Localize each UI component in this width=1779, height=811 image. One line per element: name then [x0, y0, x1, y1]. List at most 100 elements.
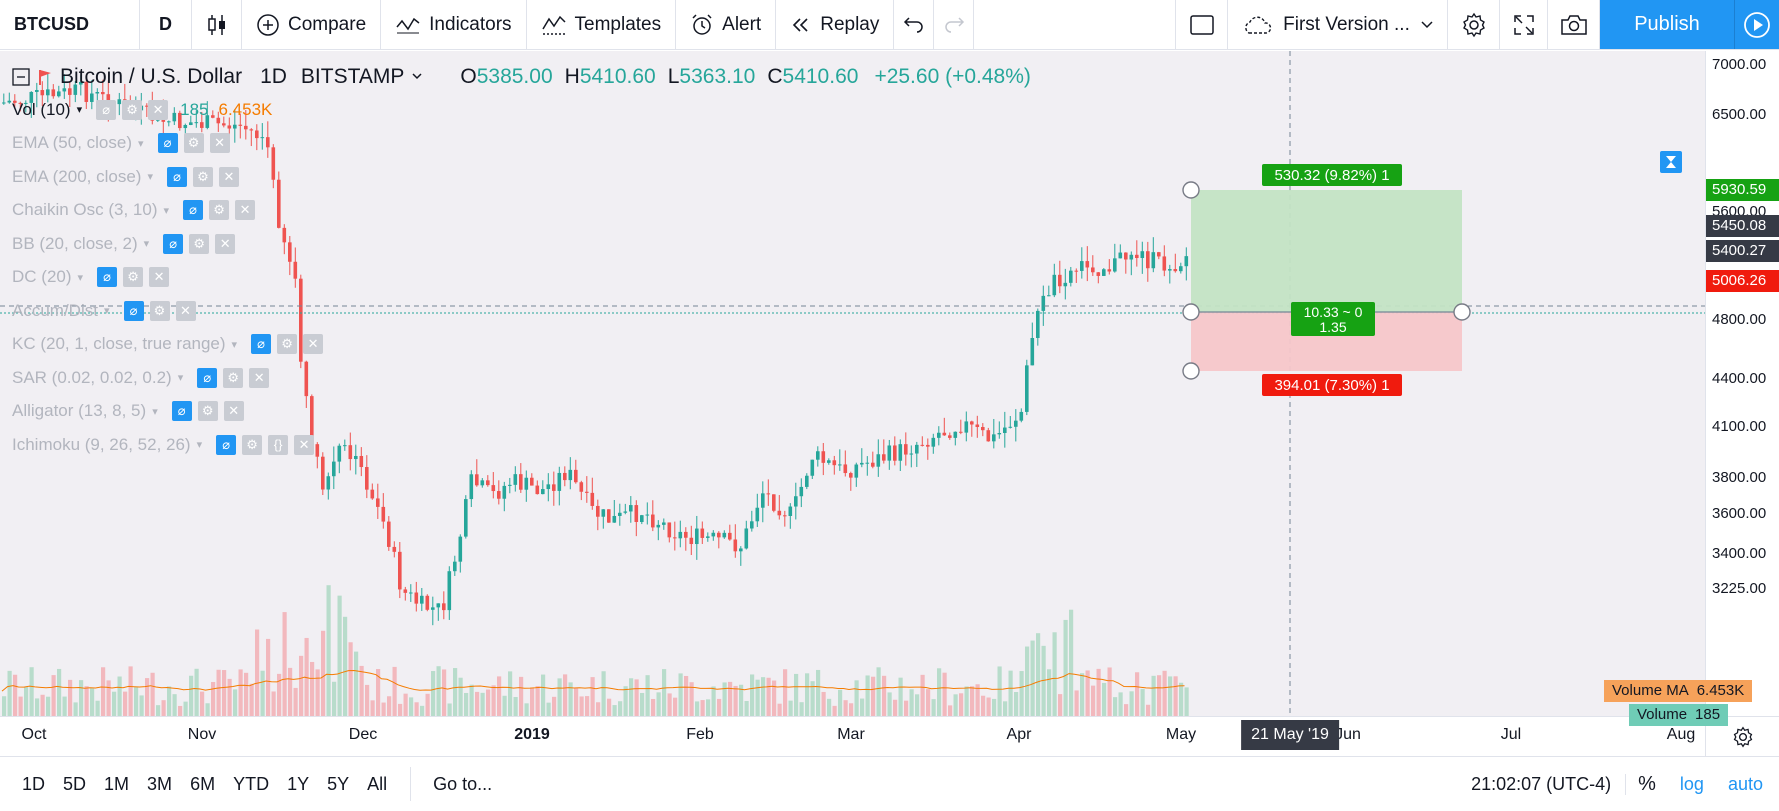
gear-icon[interactable]: ⚙ — [189, 233, 210, 254]
eye-icon[interactable]: ⌀ — [197, 367, 218, 388]
gear-icon[interactable]: ⚙ — [277, 334, 298, 355]
indicator-legend-row[interactable]: DC (20) ▾ ⌀ ⚙ ✕ — [12, 261, 1031, 295]
indicators-button[interactable]: Indicators — [381, 0, 527, 49]
gear-icon[interactable]: ⚙ — [197, 401, 218, 422]
auto-scale-toggle[interactable]: auto — [1727, 773, 1763, 794]
gear-icon[interactable]: ⚙ — [122, 99, 143, 120]
volume-legend[interactable]: Vol (10) ▾ ⌀ ⚙ ✕ 185 6.453K — [12, 99, 273, 120]
gear-icon[interactable]: ⚙ — [149, 300, 170, 321]
stop-handle[interactable] — [1182, 362, 1200, 380]
eye-icon[interactable]: ⌀ — [96, 99, 117, 120]
eye-icon[interactable]: ⌀ — [251, 334, 272, 355]
eye-icon[interactable]: ⌀ — [157, 133, 178, 154]
close-icon[interactable]: ✕ — [175, 300, 196, 321]
chevron-down-icon[interactable]: ▾ — [138, 137, 144, 150]
range-button[interactable]: 5Y — [327, 773, 350, 794]
range-button[interactable]: 3M — [147, 773, 173, 794]
fullscreen-button[interactable] — [1500, 0, 1548, 49]
eye-icon[interactable]: ⌀ — [183, 200, 204, 221]
target-zone[interactable] — [1191, 190, 1462, 312]
snapshot-button[interactable] — [1548, 0, 1600, 49]
close-icon[interactable]: ✕ — [218, 166, 239, 187]
chevron-down-icon[interactable]: ▾ — [143, 238, 150, 251]
compare-button[interactable]: Compare — [242, 0, 382, 49]
goto-date-button[interactable]: Go to... — [433, 773, 493, 794]
go-live-button[interactable] — [1735, 0, 1779, 49]
undo-button[interactable] — [894, 0, 935, 49]
close-icon[interactable]: ✕ — [209, 133, 230, 154]
close-icon[interactable]: ✕ — [303, 334, 324, 355]
indicator-legend-row[interactable]: Alligator (13, 8, 5) ▾ ⌀ ⚙ ✕ — [12, 395, 1031, 429]
chevron-down-icon[interactable]: ▾ — [103, 305, 110, 318]
gear-icon[interactable]: ⚙ — [209, 200, 230, 221]
indicator-legend-row[interactable]: SAR (0.02, 0.02, 0.2) ▾ ⌀ ⚙ ✕ — [12, 361, 1031, 395]
close-icon[interactable]: ✕ — [148, 99, 169, 120]
layout-menu-button[interactable]: First Version ... — [1228, 0, 1448, 49]
templates-button[interactable]: Templates — [527, 0, 677, 49]
fullscreen-select-button[interactable] — [1176, 0, 1228, 49]
chevron-down-icon[interactable]: ▾ — [77, 271, 84, 284]
eye-icon[interactable]: ⌀ — [166, 166, 187, 187]
settings-button[interactable] — [1448, 0, 1500, 49]
eye-icon[interactable]: ⌀ — [171, 401, 192, 422]
chevron-down-icon[interactable]: ▾ — [163, 204, 170, 217]
chevron-down-icon[interactable]: ▾ — [147, 171, 153, 184]
entry-handle[interactable] — [1182, 303, 1200, 321]
indicator-legend-row[interactable]: KC (20, 1, close, true range) ▾ ⌀ ⚙ ✕ — [12, 328, 1031, 362]
gear-icon[interactable]: ⚙ — [223, 367, 244, 388]
close-icon[interactable]: ✕ — [249, 367, 270, 388]
hourglass-icon[interactable] — [1660, 151, 1682, 173]
close-icon[interactable]: ✕ — [149, 267, 170, 288]
gear-icon[interactable]: ⚙ — [123, 267, 144, 288]
range-button[interactable]: 5D — [63, 773, 87, 794]
close-icon[interactable]: ✕ — [235, 200, 256, 221]
gear-icon[interactable]: ⚙ — [242, 434, 263, 455]
clock-timezone[interactable]: 21:02:07 (UTC-4) — [1457, 773, 1627, 795]
range-button[interactable]: 1D — [22, 773, 46, 794]
close-icon[interactable]: ✕ — [215, 233, 236, 254]
eye-icon[interactable]: ⌀ — [97, 267, 118, 288]
close-icon[interactable]: ✕ — [223, 401, 244, 422]
gear-icon[interactable]: ⚙ — [192, 166, 213, 187]
width-handle[interactable] — [1453, 303, 1471, 321]
indicator-legend-row[interactable]: BB (20, close, 2) ▾ ⌀ ⚙ ✕ — [12, 227, 1031, 261]
target-handle[interactable] — [1182, 181, 1200, 199]
candle-body — [992, 434, 996, 442]
redo-button[interactable] — [934, 0, 975, 49]
replay-button[interactable]: Replay — [776, 0, 895, 49]
main-series-legend[interactable]: Bitcoin / U.S. Dollar 1D BITSTAMP O5385.… — [12, 61, 1031, 93]
source-code-icon[interactable]: {} — [268, 434, 289, 455]
indicator-legend-row[interactable]: Ichimoku (9, 26, 52, 26) ▾ ⌀ ⚙{} ✕ — [12, 428, 1031, 462]
chevron-down-icon[interactable]: ▾ — [152, 405, 158, 418]
chevron-down-icon[interactable]: ▾ — [231, 338, 238, 351]
eye-icon[interactable]: ⌀ — [216, 434, 237, 455]
price-scale[interactable]: 7000.00 6500.00 5600.00 4800.00 4400.00 4100.… — [1705, 51, 1779, 716]
indicator-legend-row[interactable]: EMA (50, close) ▾ ⌀ ⚙ ✕ — [12, 127, 1031, 161]
range-button[interactable]: 1M — [104, 773, 130, 794]
interval-button[interactable]: D — [140, 0, 192, 49]
alert-button[interactable]: Alert — [676, 0, 777, 49]
price-chart[interactable]: 530.32 (9.82%) 1 10.33 ~ 0 1.35 394.01 (… — [0, 51, 1705, 716]
gear-icon[interactable]: ⚙ — [183, 133, 204, 154]
indicator-legend-row[interactable]: Accum/Dist ▾ ⌀ ⚙ ✕ — [12, 294, 1031, 328]
chevron-down-icon[interactable] — [412, 73, 422, 81]
eye-icon[interactable]: ⌀ — [163, 233, 184, 254]
chevron-down-icon[interactable]: ▾ — [177, 372, 184, 385]
range-button[interactable]: All — [367, 773, 388, 794]
percent-scale-toggle[interactable]: % — [1638, 772, 1656, 795]
symbol-search-button[interactable]: BTCUSD — [0, 0, 140, 49]
indicator-legend-row[interactable]: EMA (200, close) ▾ ⌀ ⚙ ✕ — [12, 160, 1031, 194]
collapse-icon[interactable] — [12, 68, 30, 86]
indicator-legend-row[interactable]: Chaikin Osc (3, 10) ▾ ⌀ ⚙ ✕ — [12, 194, 1031, 228]
chevron-down-icon[interactable]: ▾ — [196, 439, 203, 452]
chart-style-button[interactable] — [192, 0, 242, 49]
eye-icon[interactable]: ⌀ — [123, 300, 144, 321]
publish-button[interactable]: Publish — [1600, 0, 1735, 49]
range-button[interactable]: 6M — [190, 773, 216, 794]
close-icon[interactable]: ✕ — [294, 434, 315, 455]
log-scale-toggle[interactable]: log — [1679, 773, 1704, 794]
range-button[interactable]: 1Y — [287, 773, 310, 794]
chart-pane[interactable]: 530.32 (9.82%) 1 10.33 ~ 0 1.35 394.01 (… — [0, 51, 1705, 716]
range-button[interactable]: YTD — [233, 773, 270, 794]
time-scale[interactable]: Aug Jul Jun May Apr Mar Feb 2019 Dec Nov Oct 21 Ma… — [0, 716, 1705, 756]
